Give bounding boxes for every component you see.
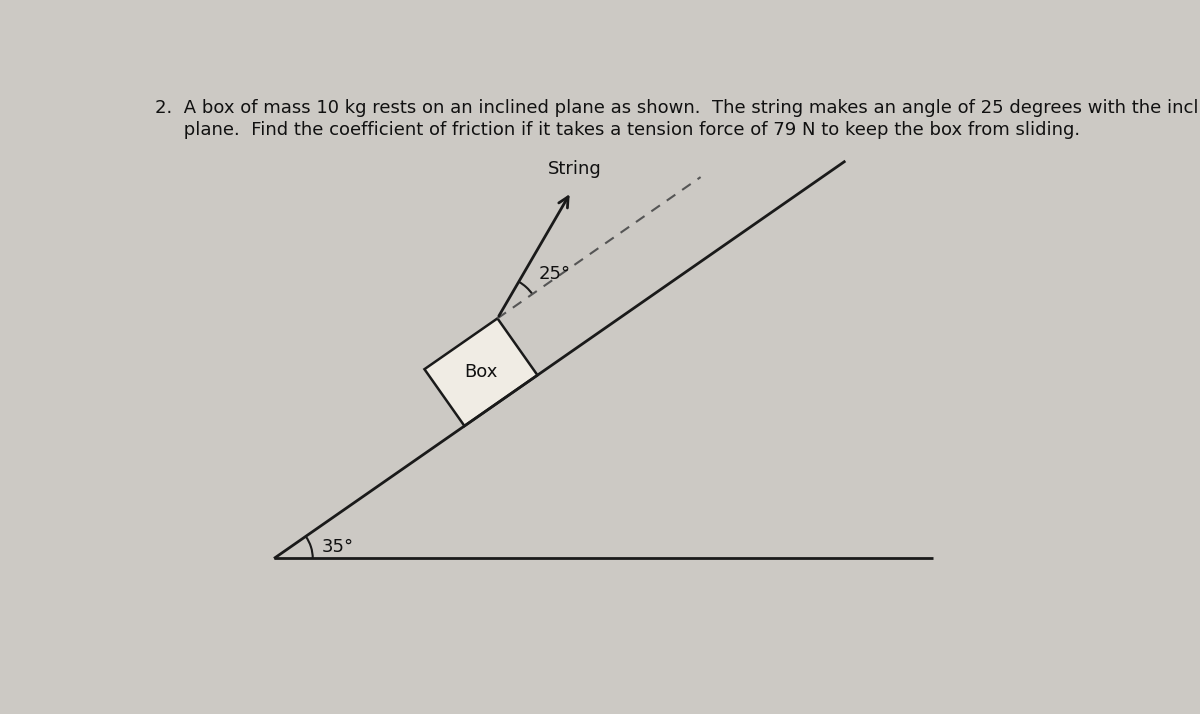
Text: 35°: 35°: [322, 538, 354, 556]
Text: Box: Box: [464, 363, 498, 381]
Polygon shape: [425, 318, 538, 426]
Text: 2.  A box of mass 10 kg rests on an inclined plane as shown.  The string makes a: 2. A box of mass 10 kg rests on an incli…: [155, 99, 1200, 117]
Text: String: String: [548, 160, 602, 178]
Text: 25°: 25°: [539, 265, 570, 283]
Text: plane.  Find the coefficient of friction if it takes a tension force of 79 N to : plane. Find the coefficient of friction …: [155, 121, 1080, 139]
